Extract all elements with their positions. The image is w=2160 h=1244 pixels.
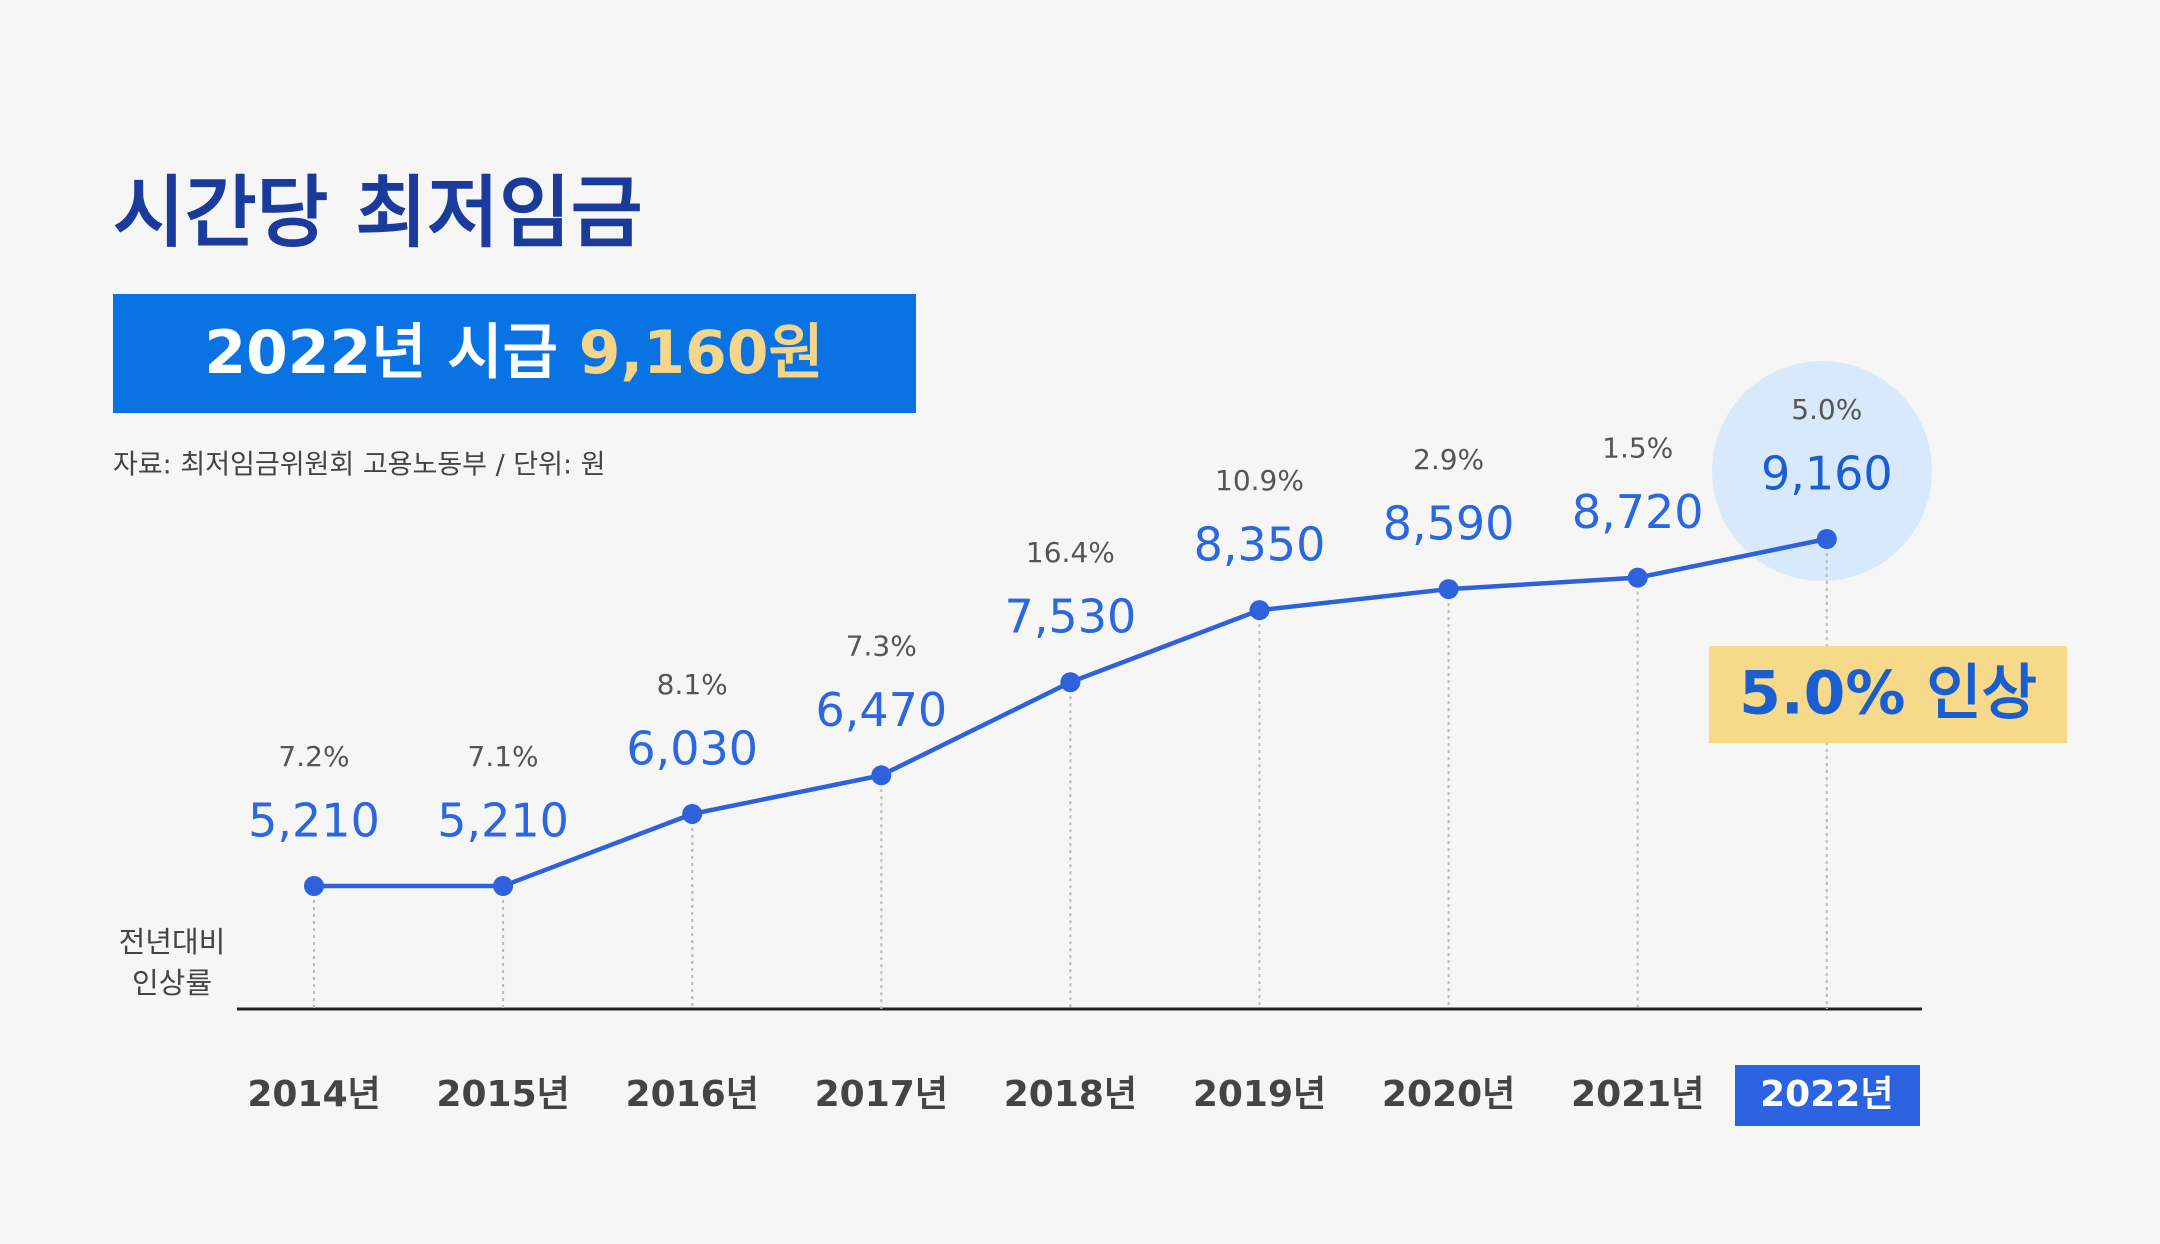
value-label: 6,470	[815, 683, 947, 737]
point	[493, 876, 514, 896]
change-label: 1.5%	[1602, 432, 1673, 465]
x-tick-label: 2014년	[247, 1074, 380, 1115]
change-label: 7.2%	[278, 740, 349, 773]
y-label: 인상률	[132, 966, 212, 1000]
point	[1060, 672, 1081, 693]
x-tick-label: 2019년	[1193, 1074, 1326, 1115]
banner-amount: 9,160원	[579, 318, 824, 388]
x-tick-label: 2018년	[1004, 1074, 1137, 1115]
banner-space	[558, 318, 579, 388]
banner-text: 2022년 시급 9,160원	[204, 318, 823, 388]
change-label: 7.3%	[846, 629, 917, 662]
x-tick-label: 2022년	[1760, 1074, 1893, 1115]
change-label: 10.9%	[1215, 464, 1304, 497]
callout: 5.0% 인상	[1739, 659, 2037, 729]
highlight-year-box	[1735, 1065, 1920, 1126]
point	[304, 876, 324, 896]
value-label: 6,030	[626, 721, 758, 775]
point	[682, 803, 703, 824]
value-label: 5,210	[248, 794, 380, 848]
value-label: 7,530	[1005, 590, 1137, 644]
point	[871, 765, 892, 786]
point	[1438, 579, 1459, 600]
x-tick-label: 2017년	[815, 1074, 948, 1115]
change-label: 8.1%	[657, 668, 728, 701]
value-label: 5,210	[437, 794, 569, 848]
change-label: 16.4%	[1026, 536, 1115, 569]
change-label: 2.9%	[1413, 443, 1484, 476]
change-label: 7.1%	[468, 740, 539, 773]
x-tick-label: 2015년	[436, 1074, 569, 1115]
y-label: 전년대비	[119, 925, 226, 959]
change-label: 5.0%	[1791, 393, 1862, 426]
value-label: 8,720	[1572, 485, 1704, 539]
callout-box	[1709, 646, 2067, 743]
point	[1816, 529, 1837, 549]
point	[1627, 567, 1648, 588]
banner-box	[113, 294, 916, 413]
value-label: 8,350	[1194, 518, 1326, 572]
banner-label: 2022년 시급	[204, 318, 557, 388]
highlight-circle	[1712, 361, 1932, 581]
value-label: 9,160	[1761, 447, 1893, 501]
chart-title: 시간당 최저임금	[113, 168, 642, 258]
value-label: 8,590	[1383, 497, 1515, 551]
x-tick-label: 2016년	[626, 1074, 759, 1115]
x-tick-label: 2021년	[1571, 1074, 1704, 1115]
source: 자료: 최저임금위원회 고용노동부 / 단위: 원	[113, 450, 605, 481]
point	[1249, 600, 1270, 621]
x-tick-label: 2020년	[1382, 1074, 1515, 1115]
